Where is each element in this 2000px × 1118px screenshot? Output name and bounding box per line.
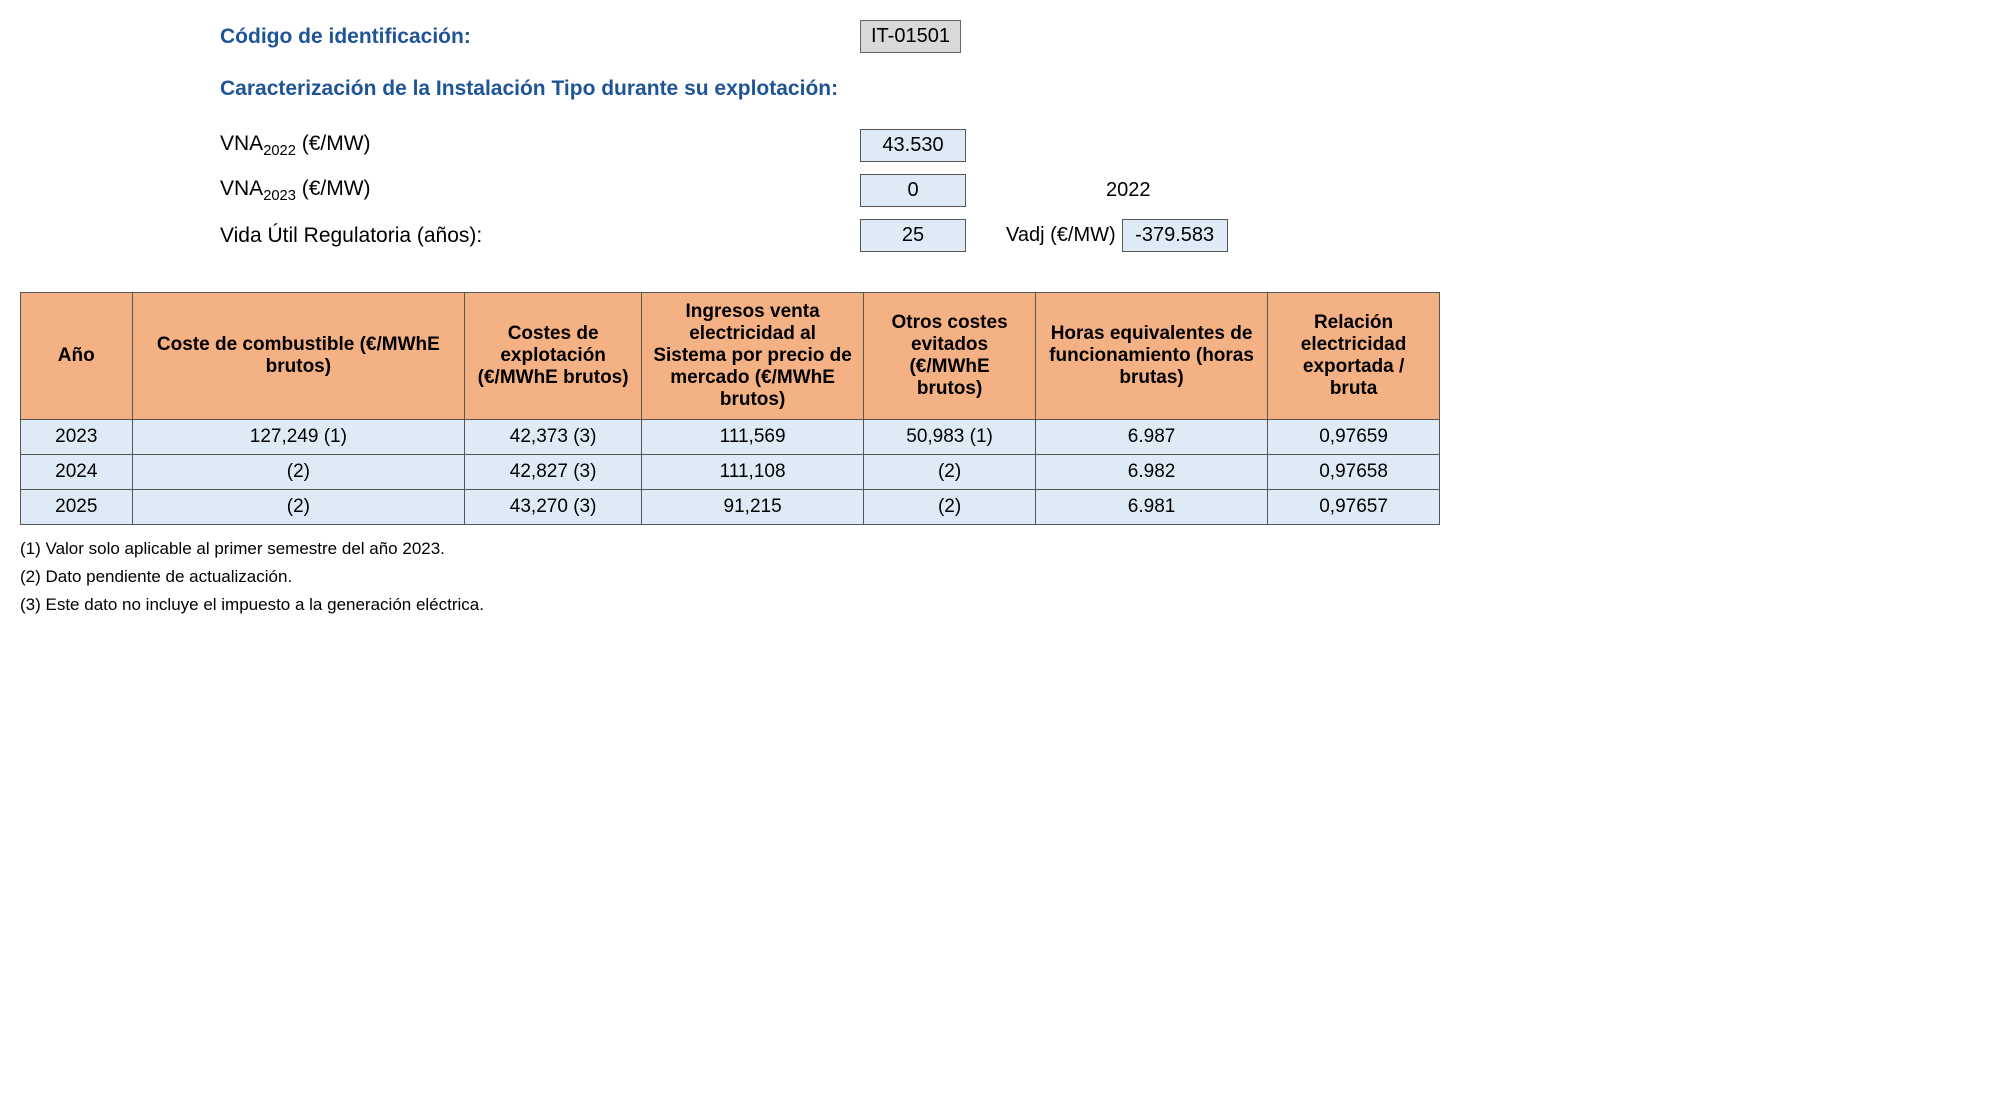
table-row: 2025 (2) 43,270 (3) 91,215 (2) 6.981 0,9… <box>21 490 1440 525</box>
vna2023-label: VNA2023 (€/MW) <box>220 177 860 204</box>
cell: 43,270 (3) <box>465 490 642 525</box>
th-otros: Otros costes evitados (€/MWhE brutos) <box>864 293 1036 420</box>
header-row: Año Coste de combustible (€/MWhE brutos)… <box>21 293 1440 420</box>
id-value-box: IT-01501 <box>860 20 961 53</box>
header-section: Código de identificación: IT-01501 Carac… <box>220 20 1980 252</box>
th-rel: Relación electricidad exportada / bruta <box>1268 293 1440 420</box>
cell: (2) <box>864 490 1036 525</box>
cell: (2) <box>132 490 465 525</box>
th-opex: Costes de explotación (€/MWhE brutos) <box>465 293 642 420</box>
cell: 2023 <box>21 420 133 455</box>
vna2023-prefix: VNA <box>220 177 263 200</box>
id-label: Código de identificación: <box>220 25 860 49</box>
vna2022-sub: 2022 <box>263 143 296 159</box>
data-table: Año Coste de combustible (€/MWhE brutos)… <box>20 292 1440 525</box>
footnote-3: (3) Este dato no incluye el impuesto a l… <box>20 595 1980 615</box>
vna2023-unit: (€/MW) <box>296 177 371 200</box>
vida-value: 25 <box>860 219 966 252</box>
year-value: 2022 <box>1106 179 1151 202</box>
vadj-wrap: Vadj (€/MW) -379.583 <box>1006 219 1228 252</box>
cell: 111,108 <box>642 455 864 490</box>
vna2023-sub: 2023 <box>263 188 296 204</box>
footnotes: (1) Valor solo aplicable al primer semes… <box>20 539 1980 615</box>
footnote-1: (1) Valor solo aplicable al primer semes… <box>20 539 1980 559</box>
cell: 2025 <box>21 490 133 525</box>
cell: 6.981 <box>1035 490 1267 525</box>
id-row: Código de identificación: IT-01501 <box>220 20 1980 53</box>
th-ingr: Ingresos venta electricidad al Sistema p… <box>642 293 864 420</box>
vna2022-label: VNA2022 (€/MW) <box>220 132 860 159</box>
cell: 91,215 <box>642 490 864 525</box>
th-year: Año <box>21 293 133 420</box>
cell: 0,97659 <box>1268 420 1440 455</box>
vna2022-prefix: VNA <box>220 132 263 155</box>
cell: 6.982 <box>1035 455 1267 490</box>
cell: 0,97657 <box>1268 490 1440 525</box>
cell: 127,249 (1) <box>132 420 465 455</box>
vna2022-value: 43.530 <box>860 129 966 162</box>
vna2022-unit: (€/MW) <box>296 132 371 155</box>
cell: 0,97658 <box>1268 455 1440 490</box>
th-horas: Horas equivalentes de funcionamiento (ho… <box>1035 293 1267 420</box>
table-head: Año Coste de combustible (€/MWhE brutos)… <box>21 293 1440 420</box>
table-row: 2024 (2) 42,827 (3) 111,108 (2) 6.982 0,… <box>21 455 1440 490</box>
cell: 42,373 (3) <box>465 420 642 455</box>
table-row: 2023 127,249 (1) 42,373 (3) 111,569 50,9… <box>21 420 1440 455</box>
table-body: 2023 127,249 (1) 42,373 (3) 111,569 50,9… <box>21 420 1440 525</box>
vadj-label: Vadj (€/MW) <box>1006 224 1116 247</box>
vna2022-row: VNA2022 (€/MW) 43.530 <box>220 129 1980 162</box>
vida-row: Vida Útil Regulatoria (años): 25 Vadj (€… <box>220 219 1980 252</box>
footnote-2: (2) Dato pendiente de actualización. <box>20 567 1980 587</box>
cell: 42,827 (3) <box>465 455 642 490</box>
vida-label: Vida Útil Regulatoria (años): <box>220 224 860 248</box>
vadj-value: -379.583 <box>1122 219 1228 252</box>
cell: 2024 <box>21 455 133 490</box>
th-fuel: Coste de combustible (€/MWhE brutos) <box>132 293 465 420</box>
cell: (2) <box>132 455 465 490</box>
cell: 50,983 (1) <box>864 420 1036 455</box>
section-title: Caracterización de la Instalación Tipo d… <box>220 77 1980 101</box>
vna2023-row: VNA2023 (€/MW) 0 2022 <box>220 174 1980 207</box>
cell: (2) <box>864 455 1036 490</box>
vna2023-value: 0 <box>860 174 966 207</box>
cell: 111,569 <box>642 420 864 455</box>
cell: 6.987 <box>1035 420 1267 455</box>
